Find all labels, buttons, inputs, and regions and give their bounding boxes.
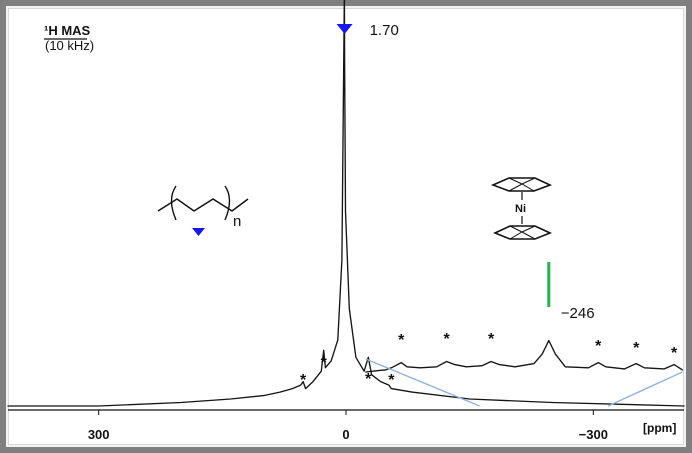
spinning-sideband-star: *	[671, 345, 678, 362]
spinning-sideband-star: *	[595, 338, 602, 355]
polymer-repeat-subscript: n	[233, 213, 241, 230]
main-peak-marker	[336, 24, 353, 34]
inset-spectrum-line	[365, 339, 684, 373]
x-tick-label: 300	[88, 427, 110, 442]
spectrum-layer: 300 0 −300 [ppm]1.70−246*** ** * * * * *	[7, 0, 685, 442]
x-tick-label: 0	[342, 427, 349, 442]
nickelocene-peak-label: −246	[561, 305, 595, 322]
spinning-sideband-star: *	[388, 372, 395, 389]
spinning-sideband-star: *	[443, 331, 450, 348]
spinning-sideband-star: *	[633, 340, 640, 357]
spinning-sideband-star: *	[488, 331, 495, 348]
x-tick-label: −300	[579, 427, 608, 442]
inset-guide-left	[365, 358, 480, 407]
nickel-label: Ni	[515, 203, 526, 215]
main-peak-label: 1.70	[370, 22, 399, 39]
x-axis-unit: [ppm]	[643, 421, 676, 435]
main-spectrum-line	[7, 0, 685, 407]
spinning-sideband-star: *	[398, 332, 405, 349]
nickelocene-structure: Ni	[490, 177, 553, 240]
polymer-marker	[192, 228, 205, 236]
chart-title: ¹H MAS	[44, 23, 91, 38]
spinning-sideband-star: *	[321, 355, 328, 372]
inset-guide-right	[607, 371, 683, 407]
chart-subtitle: (10 kHz)	[45, 38, 94, 53]
spinning-sideband-star: *	[365, 371, 372, 388]
polymer-structure: n	[157, 185, 249, 236]
spinning-sideband-star: *	[300, 372, 307, 389]
